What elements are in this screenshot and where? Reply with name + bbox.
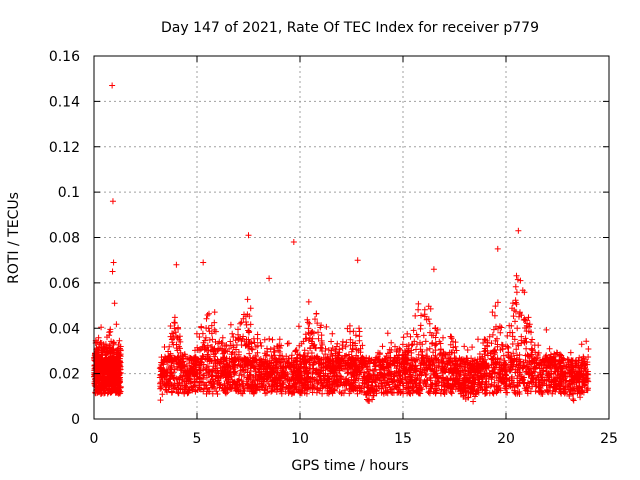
grid-lines [94,56,609,419]
x-tick-label: 5 [193,431,202,447]
x-tick-label: 20 [497,431,515,447]
y-tick-label: 0.06 [49,276,80,292]
outlier-point [290,239,297,246]
outlier-point [245,232,252,239]
data-points [91,82,592,405]
y-axis-ticks: 0 0.02 0.04 0.06 0.08 0.1 0.12 0.14 0.16 [49,49,609,428]
x-tick-label: 15 [394,431,412,447]
outlier-point [494,245,501,252]
x-tick-label: 10 [291,431,309,447]
outlier-point [109,268,116,275]
y-tick-label: 0.04 [49,321,80,337]
y-tick-label: 0.08 [49,231,80,247]
outlier-point [515,227,522,234]
outlier-point [110,259,117,266]
chart-title: Day 147 of 2021, Rate Of TEC Index for r… [161,20,539,36]
x-tick-label: 0 [90,431,99,447]
outlier-point [354,257,361,264]
y-tick-label: 0.1 [58,185,80,201]
x-axis-ticks: 0 5 10 15 20 25 [90,56,618,447]
outlier-point [430,266,437,273]
y-tick-label: 0.02 [49,367,80,383]
outlier-point [173,261,180,268]
y-tick-label: 0.14 [49,94,80,110]
roti-point-cloud [91,272,592,405]
y-tick-label: 0.16 [49,49,80,65]
outlier-point [111,300,118,307]
y-axis-label: ROTI / TECUs [6,192,22,284]
outlier-point [517,277,524,284]
y-tick-label: 0.12 [49,140,80,156]
x-axis-label: GPS time / hours [291,458,408,474]
outlier-point [200,259,207,266]
outlier-point [109,82,116,89]
x-tick-label: 25 [600,431,618,447]
outlier-point [266,275,273,282]
y-tick-label: 0 [71,412,80,428]
outlier-point [109,198,116,205]
